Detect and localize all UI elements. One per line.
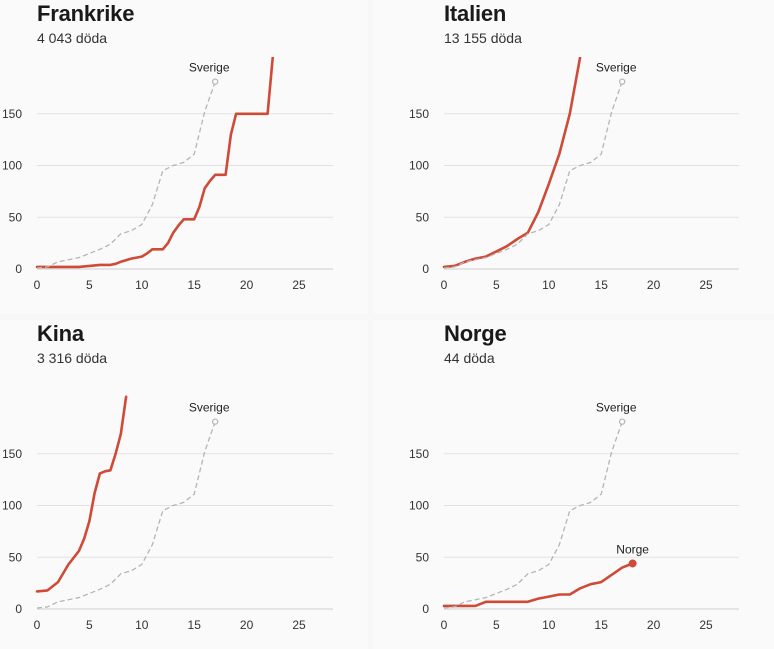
y-tick-label: 150 [2, 447, 22, 461]
x-tick-label: 25 [292, 618, 306, 632]
series-label: Sverige [189, 61, 230, 75]
x-tick-label: 20 [240, 618, 254, 632]
chart-title: Norge [444, 321, 507, 346]
x-tick-label: 15 [188, 618, 202, 632]
series-line-country [35, 57, 275, 269]
y-tick-label: 50 [416, 550, 430, 564]
x-tick-label: 15 [188, 278, 202, 292]
x-tick-label: 20 [647, 278, 661, 292]
y-tick-label: 100 [2, 159, 22, 173]
chart-panel-italien: Italien 13 155 döda 0 50 100 150 0 5 10 15 20 25 S… [374, 0, 774, 314]
x-tick-label: 25 [699, 278, 713, 292]
chart-subtitle: 13 155 döda [444, 30, 522, 46]
series-line-sverige [443, 81, 623, 269]
y-tick-label: 0 [15, 262, 22, 276]
y-tick-label: 0 [422, 602, 429, 616]
x-tick-label: 5 [493, 278, 500, 292]
x-tick-label: 25 [699, 618, 713, 632]
chart-subtitle: 3 316 döda [37, 350, 108, 366]
y-tick-label: 50 [9, 210, 23, 224]
x-tick-label: 5 [493, 618, 500, 632]
series-label: Sverige [189, 401, 230, 415]
y-tick-label: 100 [2, 499, 22, 513]
series-line-sverige [36, 421, 216, 609]
x-tick-label: 0 [441, 618, 448, 632]
y-tick-label: 100 [409, 159, 429, 173]
y-tick-label: 100 [409, 499, 429, 513]
chart-subtitle: 4 043 döda [37, 30, 108, 46]
x-tick-label: 15 [595, 618, 609, 632]
x-tick-label: 20 [240, 278, 254, 292]
series-label: Sverige [596, 401, 637, 415]
series-label: Norge [616, 542, 649, 556]
chart-subtitle: 44 döda [444, 350, 495, 366]
chart-title: Italien [444, 1, 507, 26]
series-end-point [211, 418, 219, 425]
y-tick-label: 0 [422, 262, 429, 276]
chart-panel-norge: Norge 44 döda 0 50 100 150 0 5 10 15 20 25 Norge Sv… [374, 320, 774, 649]
series-end-point [618, 418, 626, 425]
line-chart: 0 50 100 150 0 5 10 15 20 25 Sverige [2, 57, 333, 292]
x-tick-label: 10 [135, 618, 149, 632]
line-chart: 0 50 100 150 0 5 10 15 20 25 Sverige [409, 57, 739, 292]
chart-title: Frankrike [37, 1, 135, 26]
series-line-sverige [36, 81, 216, 269]
series-line-country [442, 57, 582, 269]
x-tick-label: 20 [647, 618, 661, 632]
x-tick-label: 10 [135, 278, 149, 292]
series-end-point [211, 78, 219, 85]
chart-panel-kina: Kina 3 316 döda 0 50 100 150 0 5 10 15 20 25 Sveri… [0, 320, 368, 649]
y-tick-label: 50 [9, 550, 23, 564]
chart-panel-frankrike: Frankrike 4 043 döda 0 50 100 150 0 5 10 15 20 25… [0, 0, 368, 314]
x-tick-label: 10 [542, 278, 556, 292]
x-tick-label: 5 [86, 618, 93, 632]
series-end-point [628, 559, 637, 568]
y-tick-label: 150 [2, 107, 22, 121]
series-line-country [35, 395, 128, 593]
line-chart: 0 50 100 150 0 5 10 15 20 25 Norge Sverige [409, 401, 739, 632]
x-tick-label: 15 [595, 278, 609, 292]
series-line-country [442, 562, 634, 608]
x-tick-label: 10 [542, 618, 556, 632]
y-tick-label: 150 [409, 107, 429, 121]
series-label: Sverige [596, 61, 637, 75]
chart-title: Kina [37, 321, 84, 346]
x-tick-label: 5 [86, 278, 93, 292]
y-tick-label: 0 [15, 602, 22, 616]
series-end-point [618, 78, 626, 85]
series-line-sverige [443, 421, 623, 609]
x-tick-label: 0 [34, 278, 41, 292]
x-tick-label: 25 [292, 278, 306, 292]
y-tick-label: 50 [416, 210, 430, 224]
y-tick-label: 150 [409, 447, 429, 461]
x-tick-label: 0 [441, 278, 448, 292]
x-tick-label: 0 [34, 618, 41, 632]
line-chart: 0 50 100 150 0 5 10 15 20 25 Sverige [2, 395, 333, 632]
